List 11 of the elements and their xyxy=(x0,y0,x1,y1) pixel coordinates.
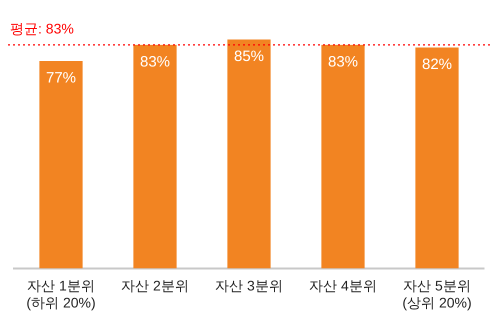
data-label: 83% xyxy=(328,53,358,70)
data-label: 85% xyxy=(234,48,264,66)
x-tick-label: 자산 5분위 (상위 20%) xyxy=(402,278,472,310)
x-tick-label: 자산 1분위 (하위 20%) xyxy=(26,278,96,310)
data-label: 77% xyxy=(46,70,76,87)
x-tick-label: 자산 3분위 xyxy=(215,278,283,294)
x-tick-label: 자산 2분위 xyxy=(121,278,189,294)
ref-line-label: 평균: 83% xyxy=(10,20,74,37)
x-tick-label: 자산 4분위 xyxy=(309,278,377,294)
data-label: 82% xyxy=(422,56,452,74)
data-label: 83% xyxy=(140,53,170,70)
